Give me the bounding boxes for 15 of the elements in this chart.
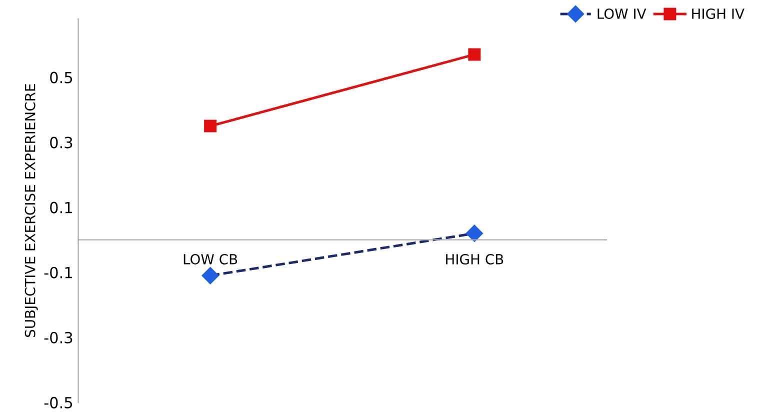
legend-label: LOW IV — [598, 8, 646, 19]
y-tick-label: 0.1 — [50, 202, 72, 214]
x-tick-label: LOW CB — [184, 254, 238, 264]
point — [466, 224, 483, 242]
y-tick-label: 0.3 — [50, 136, 72, 148]
point — [204, 120, 217, 132]
point — [202, 267, 219, 284]
y-tick-label: -0.3 — [44, 332, 72, 344]
y-axis-title: SUBJECTIVE EXERCISE EXPERIENCRE — [24, 84, 38, 337]
point — [468, 48, 481, 61]
y-tick-label: -0.5 — [44, 396, 72, 408]
y-tick-label: 0.5 — [50, 72, 72, 84]
y-tick-label: -0.1 — [44, 266, 72, 278]
legend-label: HIGH IV — [692, 8, 744, 19]
x-tick-label: HIGH CB — [446, 254, 504, 264]
